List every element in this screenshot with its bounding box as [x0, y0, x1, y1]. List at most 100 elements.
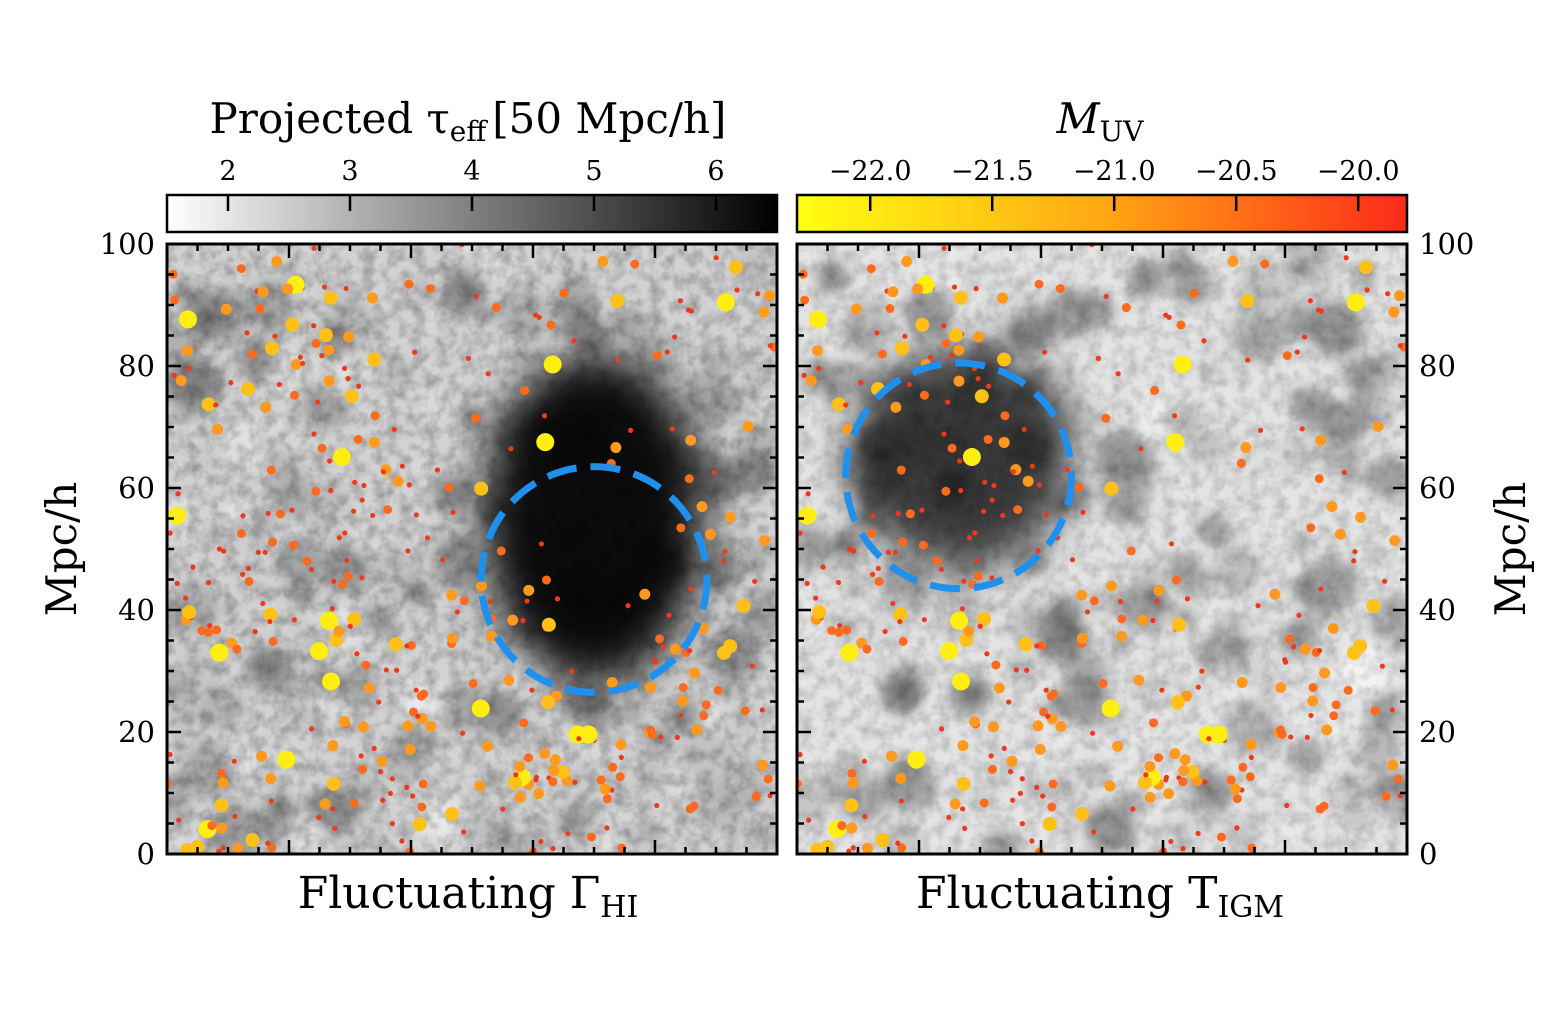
galaxy-point: [339, 715, 351, 727]
galaxy-point: [475, 580, 487, 592]
galaxy-point: [500, 806, 506, 812]
galaxy-point: [228, 380, 234, 386]
galaxy-point: [1153, 753, 1163, 763]
galaxy-point: [998, 436, 1010, 448]
galaxy-point: [973, 331, 985, 343]
galaxy-point: [1277, 729, 1287, 739]
galaxy-point: [1326, 501, 1338, 513]
galaxy-point: [329, 606, 335, 612]
galaxy-point: [460, 730, 466, 736]
galaxy-point: [678, 712, 684, 719]
galaxy-point: [175, 375, 187, 387]
galaxy-point: [1308, 682, 1318, 692]
galaxy-point: [890, 600, 896, 607]
galaxy-point: [178, 310, 197, 329]
galaxy-point: [875, 832, 890, 847]
tau-colorbar-tick-label: 3: [341, 156, 358, 187]
galaxy-point: [1117, 598, 1124, 605]
galaxy-point: [344, 557, 350, 564]
galaxy-point: [361, 482, 367, 489]
galaxy-point: [359, 497, 365, 503]
galaxy-point: [1382, 578, 1388, 584]
galaxy-point: [804, 580, 810, 586]
galaxy-point: [758, 306, 770, 318]
galaxy-point: [956, 776, 971, 791]
galaxy-point: [541, 413, 548, 419]
y-tick-label: 80: [118, 349, 155, 383]
galaxy-point: [953, 344, 965, 356]
galaxy-point: [366, 292, 378, 304]
galaxy-point: [625, 603, 631, 609]
galaxy-point: [265, 773, 277, 785]
galaxy-point: [1195, 830, 1201, 837]
galaxy-point: [615, 772, 625, 782]
galaxy-point: [1154, 598, 1160, 604]
galaxy-point: [1275, 682, 1287, 694]
galaxy-point: [1006, 699, 1012, 705]
galaxy-point: [277, 750, 296, 769]
galaxy-point: [1302, 334, 1308, 340]
galaxy-point: [847, 768, 857, 778]
galaxy-point: [434, 467, 440, 473]
galaxy-point: [1315, 434, 1327, 446]
galaxy-point: [615, 739, 627, 751]
galaxy-point: [1055, 284, 1065, 294]
galaxy-point: [882, 628, 888, 635]
muv-colorbar-tick-label: −21.0: [1073, 156, 1156, 187]
galaxy-point: [1103, 293, 1109, 300]
galaxy-point: [473, 293, 479, 300]
galaxy-point: [1170, 695, 1185, 710]
galaxy-point: [1307, 695, 1319, 707]
galaxy-point: [885, 304, 895, 314]
galaxy-point: [289, 390, 299, 400]
tau-colorbar: Projected τeff [50 Mpc/h] 2 3 4 5 6: [165, 94, 779, 234]
galaxy-point: [520, 617, 526, 624]
galaxy-point: [332, 448, 351, 467]
galaxy-point: [538, 541, 545, 547]
galaxy-point: [1168, 838, 1174, 845]
galaxy-point: [533, 777, 539, 783]
galaxy-point: [688, 308, 694, 314]
galaxy-point: [962, 825, 968, 831]
galaxy-point: [858, 380, 864, 386]
galaxy-point: [728, 260, 743, 275]
galaxy-point: [701, 700, 711, 710]
galaxy-point: [538, 838, 544, 845]
galaxy-point: [216, 822, 228, 834]
panel-left-title: Fluctuating ΓHI: [298, 868, 639, 925]
galaxy-point: [353, 434, 363, 444]
galaxy-point: [1393, 774, 1403, 784]
galaxy-point: [652, 657, 658, 663]
galaxy-point: [424, 535, 431, 541]
galaxy-point: [688, 586, 694, 592]
galaxy-point: [465, 355, 471, 361]
galaxy-point: [399, 838, 405, 844]
galaxy-point: [1038, 707, 1048, 717]
galaxy-point: [1098, 678, 1108, 688]
galaxy-point: [898, 537, 908, 547]
galaxy-point: [704, 528, 716, 540]
galaxy-point: [947, 443, 957, 453]
galaxy-point: [895, 510, 901, 517]
muv-colorbar-tick-label: −20.5: [1195, 156, 1278, 187]
galaxy-point: [677, 298, 683, 304]
galaxy-point: [1240, 442, 1252, 454]
galaxy-point: [1318, 308, 1324, 314]
y-tick-label: 40: [118, 593, 155, 627]
galaxy-point: [1201, 338, 1207, 344]
galaxy-point: [579, 725, 598, 744]
panel-right-circle: [842, 359, 1076, 593]
galaxy-point: [190, 564, 196, 570]
galaxy-point: [725, 511, 737, 523]
galaxy-point: [507, 614, 519, 626]
galaxy-point: [167, 751, 173, 758]
galaxy-point: [1329, 711, 1339, 721]
galaxy-point: [1126, 546, 1136, 556]
tau-colorbar-tick-label: 2: [219, 156, 236, 187]
galaxy-point: [820, 564, 826, 570]
galaxy-point: [181, 345, 193, 357]
galaxy-point: [267, 843, 277, 853]
galaxy-point: [1346, 293, 1365, 312]
galaxy-point: [734, 287, 740, 293]
galaxy-point: [231, 842, 243, 854]
